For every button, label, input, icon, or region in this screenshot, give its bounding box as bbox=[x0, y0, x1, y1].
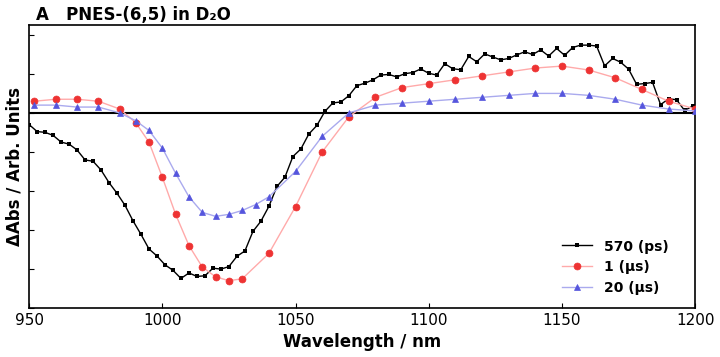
20 (μs) bbox=[251, 202, 260, 207]
20 (μs) bbox=[505, 93, 513, 97]
570 (ps) bbox=[536, 48, 545, 52]
20 (μs) bbox=[30, 103, 39, 107]
570 (ps) bbox=[568, 45, 577, 50]
20 (μs) bbox=[371, 103, 379, 107]
1 (μs) bbox=[94, 99, 103, 103]
20 (μs) bbox=[425, 99, 433, 103]
1 (μs) bbox=[30, 99, 39, 103]
1 (μs) bbox=[131, 121, 140, 125]
1 (μs) bbox=[318, 150, 326, 154]
20 (μs) bbox=[638, 103, 647, 107]
20 (μs) bbox=[225, 212, 233, 216]
1 (μs) bbox=[238, 277, 246, 281]
1 (μs) bbox=[225, 278, 233, 283]
20 (μs) bbox=[318, 134, 326, 139]
20 (μs) bbox=[264, 195, 273, 199]
20 (μs) bbox=[691, 109, 700, 113]
20 (μs) bbox=[171, 171, 180, 176]
20 (μs) bbox=[291, 169, 300, 174]
20 (μs) bbox=[611, 97, 620, 101]
570 (ps) bbox=[24, 122, 33, 127]
1 (μs) bbox=[291, 205, 300, 209]
1 (μs) bbox=[397, 85, 406, 90]
20 (μs) bbox=[198, 210, 207, 215]
1 (μs) bbox=[371, 95, 379, 100]
20 (μs) bbox=[115, 111, 124, 115]
1 (μs) bbox=[478, 74, 487, 78]
1 (μs) bbox=[145, 140, 153, 144]
Legend: 570 (ps), 1 (μs), 20 (μs): 570 (ps), 1 (μs), 20 (μs) bbox=[562, 240, 668, 296]
1 (μs) bbox=[531, 66, 540, 70]
1 (μs) bbox=[505, 70, 513, 74]
20 (μs) bbox=[145, 128, 153, 132]
1 (μs) bbox=[611, 76, 620, 80]
1 (μs) bbox=[171, 212, 180, 216]
1 (μs) bbox=[198, 265, 207, 269]
1 (μs) bbox=[184, 243, 193, 248]
20 (μs) bbox=[158, 146, 166, 150]
1 (μs) bbox=[425, 81, 433, 86]
570 (ps) bbox=[176, 276, 185, 281]
20 (μs) bbox=[211, 214, 220, 218]
X-axis label: Wavelength / nm: Wavelength / nm bbox=[283, 333, 441, 351]
20 (μs) bbox=[94, 105, 103, 109]
Line: 1 (μs): 1 (μs) bbox=[31, 62, 698, 284]
1 (μs) bbox=[451, 77, 460, 82]
570 (ps) bbox=[688, 104, 697, 108]
20 (μs) bbox=[451, 97, 460, 101]
570 (ps) bbox=[576, 43, 585, 47]
Line: 20 (μs): 20 (μs) bbox=[31, 90, 698, 220]
1 (μs) bbox=[158, 175, 166, 180]
1 (μs) bbox=[665, 99, 673, 103]
20 (μs) bbox=[478, 95, 487, 100]
20 (μs) bbox=[665, 107, 673, 111]
20 (μs) bbox=[51, 103, 60, 107]
20 (μs) bbox=[131, 119, 140, 123]
1 (μs) bbox=[211, 275, 220, 279]
Y-axis label: ΔAbs / Arb. Units: ΔAbs / Arb. Units bbox=[6, 87, 24, 246]
20 (μs) bbox=[73, 105, 81, 109]
1 (μs) bbox=[264, 251, 273, 256]
1 (μs) bbox=[638, 87, 647, 92]
1 (μs) bbox=[691, 107, 700, 111]
20 (μs) bbox=[238, 208, 246, 213]
570 (ps) bbox=[33, 130, 42, 134]
20 (μs) bbox=[344, 111, 353, 115]
20 (μs) bbox=[585, 93, 593, 97]
20 (μs) bbox=[531, 91, 540, 96]
20 (μs) bbox=[397, 101, 406, 105]
1 (μs) bbox=[558, 64, 567, 68]
Text: A   PNES-(6,5) in D₂O: A PNES-(6,5) in D₂O bbox=[36, 6, 230, 24]
570 (ps) bbox=[65, 142, 73, 146]
1 (μs) bbox=[73, 97, 81, 101]
Line: 570 (ps): 570 (ps) bbox=[27, 43, 695, 281]
1 (μs) bbox=[51, 97, 60, 101]
1 (μs) bbox=[344, 115, 353, 119]
20 (μs) bbox=[184, 195, 193, 199]
570 (ps) bbox=[361, 81, 369, 85]
20 (μs) bbox=[558, 91, 567, 96]
1 (μs) bbox=[585, 68, 593, 72]
570 (ps) bbox=[328, 101, 337, 105]
1 (μs) bbox=[115, 107, 124, 111]
